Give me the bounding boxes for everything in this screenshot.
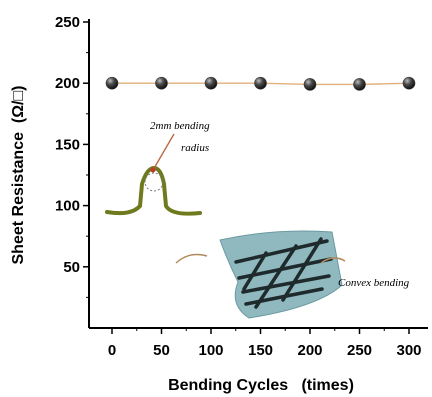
annotation-bending: 2mm bending [150, 120, 210, 132]
x-tick-label: 200 [297, 342, 322, 359]
nanowires [234, 237, 333, 309]
bend-tip-marker [150, 167, 156, 173]
left-bend-arrow [175, 253, 208, 264]
y-tick-label: 100 [55, 198, 80, 215]
y-tick-label: 250 [55, 14, 80, 31]
data-point [204, 76, 218, 90]
x-axis-title: Bending Cycles (times) [168, 377, 354, 394]
data-points [105, 76, 416, 91]
data-point [105, 76, 119, 90]
bent-film-illustration: 2mm bending radius [105, 120, 210, 216]
tick-marks [83, 21, 410, 334]
x-tick-label: 100 [198, 342, 223, 359]
x-tick-label: 250 [347, 342, 372, 359]
y-tick-label: 150 [55, 136, 80, 153]
right-bend-arrow [320, 257, 346, 264]
annotation-convex-bending: Convex bending [338, 277, 410, 289]
y-axis-title: Sheet Resistance (Ω/□) [10, 86, 27, 265]
nanowire-sheet [219, 230, 343, 319]
bend-pointer-line [152, 133, 175, 171]
data-point [402, 76, 416, 90]
axes [88, 19, 428, 329]
x-tick-label: 50 [153, 342, 170, 359]
bend-radius-circle [144, 172, 164, 192]
convex-bending-illustration: Convex bending [175, 230, 410, 319]
x-tick-label: 0 [108, 342, 116, 359]
data-point [155, 76, 168, 90]
annotation-radius: radius [181, 142, 209, 154]
data-point [303, 78, 317, 91]
x-tick-label: 300 [396, 342, 421, 359]
tick-labels: 0 50 100 150 200 250 300 50 100 150 200 250 [55, 14, 422, 359]
x-tick-label: 150 [248, 342, 273, 359]
bent-film [105, 165, 202, 216]
y-tick-label: 200 [55, 75, 80, 92]
y-tick-label: 50 [63, 259, 80, 276]
data-point [254, 76, 267, 90]
data-point [353, 78, 366, 91]
